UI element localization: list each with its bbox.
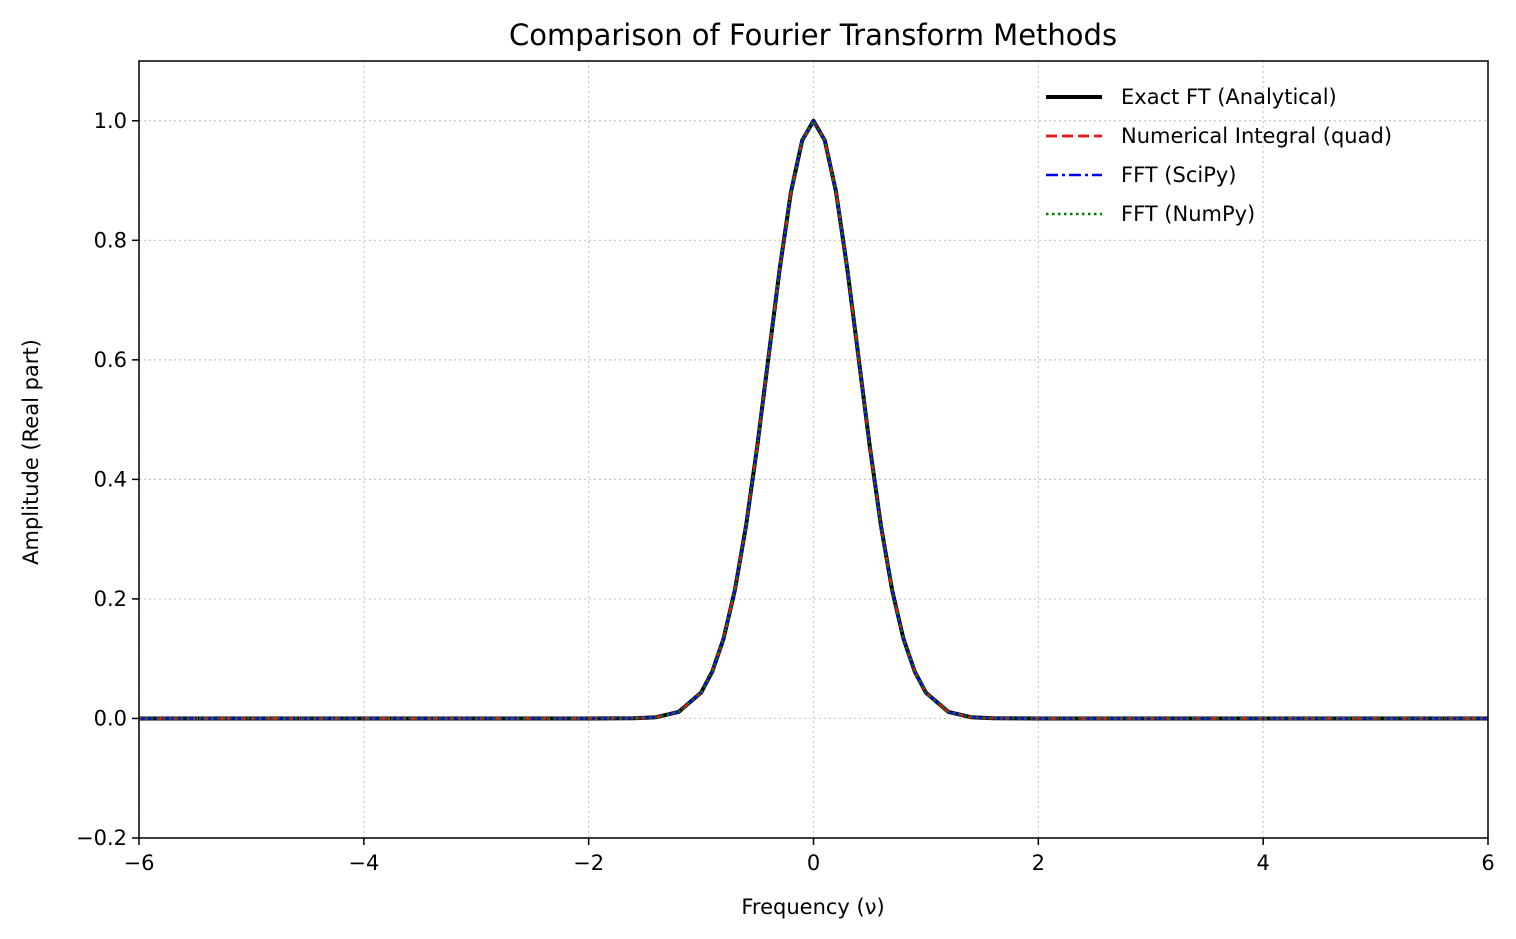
- legend-label-0: Exact FT (Analytical): [1121, 85, 1337, 109]
- series-lines: [139, 118, 1488, 721]
- y-tick-label: 0.0: [94, 706, 127, 730]
- chart-title: Comparison of Fourier Transform Methods: [509, 18, 1117, 52]
- y-tick-label: 0.8: [94, 228, 127, 252]
- legend-label-3: FFT (NumPy): [1121, 202, 1255, 226]
- legend: Exact FT (Analytical) Numerical Integral …: [1046, 85, 1392, 226]
- y-axis: −0.2 0.0 0.2 0.4 0.6 0.8 1.0: [76, 109, 139, 850]
- x-axis: −6 −4 −2 0 2 4 6: [124, 838, 1495, 875]
- y-tick-label: 0.6: [94, 348, 127, 372]
- x-tick-label: 2: [1032, 851, 1045, 875]
- x-tick-label: −6: [124, 851, 155, 875]
- x-axis-label: Frequency (ν): [741, 895, 884, 919]
- y-tick-label: 1.0: [94, 109, 127, 133]
- x-tick-label: −4: [348, 851, 379, 875]
- y-tick-label: 0.2: [94, 587, 127, 611]
- y-axis-label: Amplitude (Real part): [19, 339, 43, 565]
- x-tick-label: −2: [573, 851, 604, 875]
- x-tick-label: 4: [1256, 851, 1269, 875]
- series-line-3: [139, 119, 1488, 720]
- legend-label-1: Numerical Integral (quad): [1121, 124, 1392, 148]
- y-tick-label: 0.4: [94, 467, 127, 491]
- x-tick-label: 0: [807, 851, 820, 875]
- y-tick-label: −0.2: [76, 826, 127, 850]
- x-tick-label: 6: [1481, 851, 1494, 875]
- legend-label-2: FFT (SciPy): [1121, 163, 1236, 187]
